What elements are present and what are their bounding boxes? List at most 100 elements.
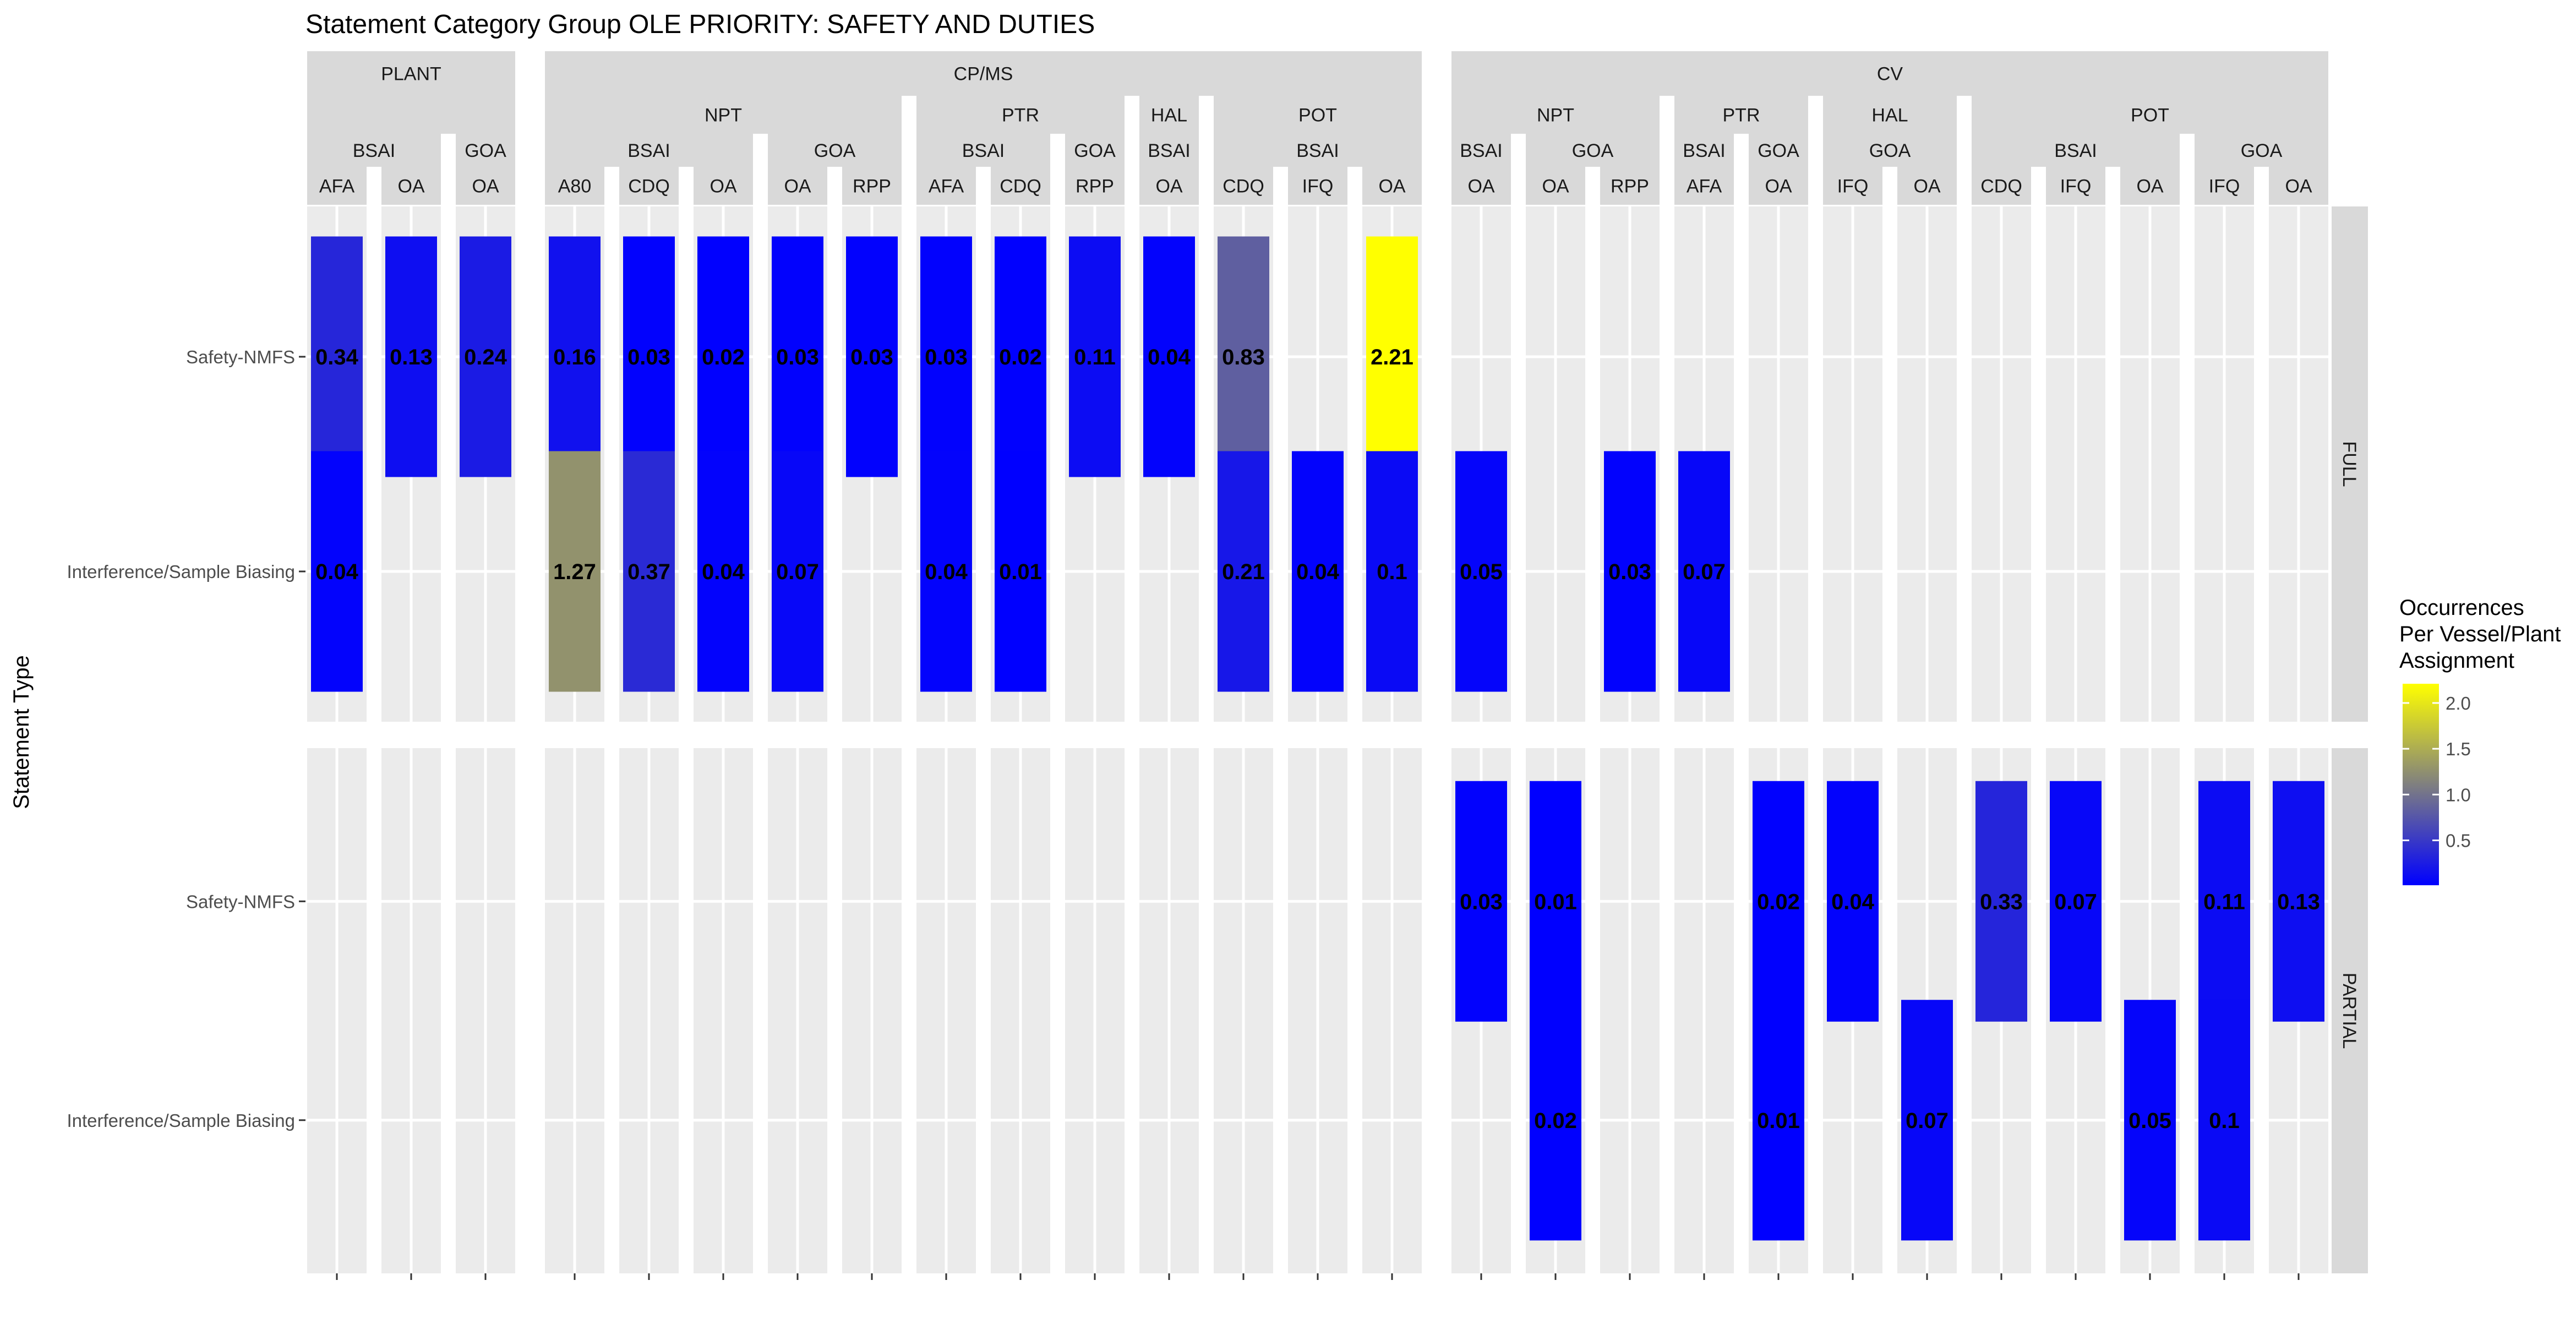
facet-strip-label: RPP [1611,176,1649,197]
facet-strip-label: OA [1467,176,1494,197]
facet-strip [1600,167,1660,205]
heat-cell [1975,781,2027,1022]
facet-strip-label: NPT [1537,105,1574,126]
facet-strip [1972,134,2180,167]
facet-strip-label: CDQ [628,176,670,197]
heat-cell [1455,451,1507,692]
legend-title-line: Assignment [2399,649,2514,673]
heat-cell [1753,1000,1804,1241]
facet-strip-label: OA [1765,176,1792,197]
facet-strip [916,167,976,205]
facet-strip [1526,134,1660,167]
chart-title: Statement Category Group OLE PRIORITY: S… [305,10,1095,39]
facet-strip-label: GOA [2241,140,2283,161]
cell-value-label: 0.07 [776,560,819,584]
heat-cell [2050,781,2102,1022]
facet-strip-label: OA [784,176,811,197]
heat-cell [920,236,972,477]
facet-strip [1526,167,1585,205]
facet-strip-label: POT [1298,105,1337,126]
cell-value-label: 0.24 [464,345,507,369]
facet-strip-label: POT [2131,105,2169,126]
facet-strip-label: RPP [853,176,891,197]
y-tick-label: Safety-NMFS [186,891,295,912]
facet-strip-label: BSAI [1296,140,1339,161]
facet-strip [381,167,441,205]
facet-strip-label: CDQ [1222,176,1264,197]
legend-break-label: 1.5 [2446,739,2471,759]
cell-value-label: 0.02 [999,345,1042,369]
facet-strip-label: IFQ [2060,176,2092,197]
row-facet-label: PARTIAL [2339,973,2360,1049]
facet-strip [307,167,367,205]
facet-strip [1065,167,1125,205]
facet-strip [991,167,1050,205]
facet-strip [1897,167,1957,205]
facet-strip-label: OA [1913,176,1940,197]
facet-strip [619,167,679,205]
facet-strip-label: BSAI [1683,140,1725,161]
facet-strip [1823,96,1957,134]
facet-strip [307,96,515,134]
facet-strip [1288,167,1347,205]
heat-cell [623,451,675,692]
heat-cell [920,451,972,692]
cell-value-label: 0.04 [702,560,745,584]
legend-break-label: 2.0 [2446,693,2471,713]
cell-value-label: 1.27 [553,560,596,584]
heat-cell [995,236,1046,477]
facet-strip [1139,96,1199,134]
cell-value-label: 0.37 [627,560,670,584]
facet-strip-label: IFQ [2209,176,2240,197]
facet-strip [1139,167,1199,205]
facet-strip [1674,96,1808,134]
heat-cell [311,236,363,477]
cell-value-label: 0.03 [627,345,670,369]
facet-strip [1749,167,1808,205]
legend-title-line: Per Vessel/Plant [2399,622,2561,646]
heat-cell [1604,451,1656,692]
facet-strip-label: A80 [558,176,592,197]
facet-strip [2195,134,2328,167]
facet-strip-label: PTR [1723,105,1760,126]
facet-strip [842,167,902,205]
cell-value-label: 0.05 [2129,1109,2171,1133]
facet-strip-label: GOA [1869,140,1911,161]
heat-cell [1218,451,1269,692]
facet-strip-label: CDQ [1980,176,2022,197]
cell-value-label: 0.21 [1222,560,1265,584]
facet-strip-label: IFQ [1302,176,1334,197]
y-tick-label: Interference/Sample Biasing [67,1110,295,1131]
cell-value-label: 0.13 [390,345,433,369]
facet-strip [307,51,515,96]
cell-value-label: 0.03 [1460,890,1503,914]
legend-break-label: 1.0 [2446,784,2471,805]
facet-strip [916,134,1050,167]
facet-strip-label: CP/MS [954,64,1013,85]
facet-strip [2046,167,2105,205]
heat-cell [1827,781,1879,1022]
y-tick-label: Safety-NMFS [186,347,295,367]
y-axis-title: Statement Type [9,655,34,809]
heat-cell [1366,451,1418,692]
heat-cell [772,451,823,692]
heat-cell [697,236,749,477]
facet-strip [307,134,441,167]
facet-strip [1674,134,1734,167]
cell-value-label: 0.02 [1757,890,1800,914]
cell-value-label: 0.05 [1460,560,1503,584]
facet-strip-label: IFQ [1837,176,1869,197]
heat-cell [549,451,601,692]
facet-strip-label: PLANT [381,64,441,85]
heat-cell [311,451,363,692]
heat-cell [772,236,823,477]
facet-strip-label: GOA [465,140,506,161]
facet-strip [1451,51,2328,96]
row-facet-strip [2332,206,2368,722]
row-facet-label: FULL [2339,441,2360,487]
heat-cell [1530,1000,1581,1241]
cell-value-label: 0.16 [553,345,596,369]
heat-cell [623,236,675,477]
